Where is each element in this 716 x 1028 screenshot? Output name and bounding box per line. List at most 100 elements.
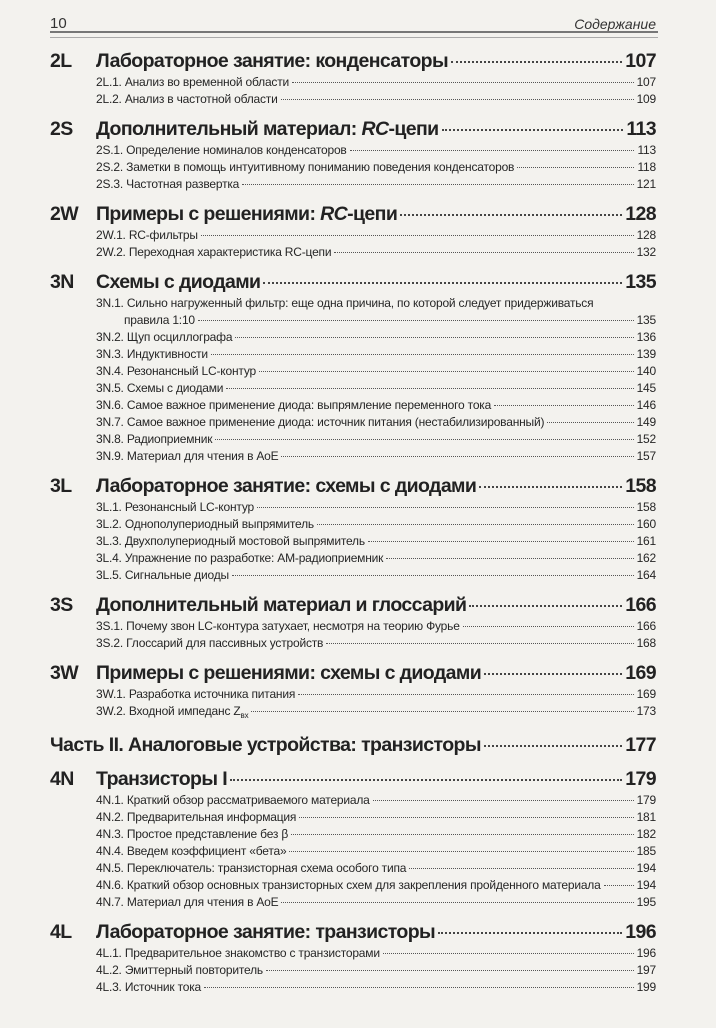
- entry-title: 4N.6. Краткий обзор основных транзисторн…: [96, 878, 601, 892]
- toc-entry[interactable]: 2S.3. Частотная развертка 121: [50, 176, 656, 193]
- entry-title: 4N.1. Краткий обзор рассматриваемого мат…: [96, 793, 370, 807]
- toc-entry[interactable]: 4N.4. Введем коэффициент «бета» 185: [50, 843, 656, 860]
- toc-entry[interactable]: 4N.2. Предварительная информация 181: [50, 809, 656, 826]
- entry-title: 4N.5. Переключатель: транзисторная схема…: [96, 861, 407, 875]
- entry-title: 2W.2. Переходная характеристика RC-цепи: [96, 245, 332, 259]
- chapter-heading[interactable]: 2L Лабораторное занятие: конденсаторы 107: [50, 49, 657, 74]
- dot-leader: [280, 99, 634, 100]
- chapter-code: 2S: [50, 118, 73, 140]
- toc-entry[interactable]: 2W.2. Переходная характеристика RC-цепи 1…: [50, 244, 656, 261]
- chapter-heading[interactable]: 2W Примеры с решениями: RC-цепи 128: [50, 202, 657, 227]
- dot-leader: [281, 902, 634, 903]
- toc-entry[interactable]: 3L.1. Резонансный LC-контур 158: [50, 499, 656, 516]
- page-number: 195: [636, 895, 657, 909]
- entry-continuation: правила 1:10 135: [96, 312, 656, 329]
- chapter-title: Лабораторное занятие: схемы с диодами: [96, 475, 477, 497]
- dot-leader: [517, 167, 635, 168]
- toc-section: 2S Дополнительный материал: RC-цепи 113 2S.…: [50, 117, 657, 193]
- toc-entry[interactable]: 3W.2. Входной импеданс Zвх 173: [50, 703, 656, 724]
- entry-title: 4N.3. Простое представление без β: [96, 827, 289, 841]
- chapter-title: Схемы с диодами: [96, 271, 261, 293]
- page-number: 179: [636, 793, 657, 807]
- toc-entry[interactable]: 4L.2. Эмиттерный повторитель 197: [50, 962, 656, 979]
- toc-entry[interactable]: 2S.1. Определение номиналов конденсаторо…: [50, 142, 656, 159]
- chapter-code: 3W: [50, 662, 79, 684]
- toc-entry[interactable]: 3N.1. Сильно нагруженный фильтр: еще одн…: [50, 295, 656, 329]
- page-number: 160: [636, 517, 657, 531]
- toc-entry[interactable]: 4N.3. Простое представление без β 182: [50, 826, 656, 843]
- dot-leader: [204, 987, 634, 988]
- chapter-title: Примеры с решениями: схемы с диодами: [96, 662, 482, 684]
- chapter-heading[interactable]: 3N Схемы с диодами 135: [50, 270, 657, 295]
- entry-title-wrap: 4N.1. Краткий обзор рассматриваемого мат…: [96, 792, 370, 809]
- page-number: 139: [636, 347, 657, 361]
- entry-subscript: вх: [240, 711, 249, 720]
- toc-entry[interactable]: 3S.2. Глоссарий для пассивных устройств 1…: [50, 635, 656, 652]
- entry-title-wrap: 2S.2. Заметки в помощь интуитивному пони…: [96, 159, 514, 176]
- toc-entry[interactable]: 3N.5. Схемы с диодами 145: [50, 380, 656, 397]
- entry-title-wrap: 3N.8. Радиоприемник: [96, 431, 212, 448]
- toc-entry[interactable]: 3N.4. Резонансный LC-контур 140: [50, 363, 656, 380]
- entry-title-wrap: 4N.6. Краткий обзор основных транзисторн…: [96, 877, 601, 894]
- toc-entry[interactable]: 4N.1. Краткий обзор рассматриваемого мат…: [50, 792, 656, 809]
- chapter-code: 4N: [50, 768, 74, 790]
- entry-title: 3N.4. Резонансный LC-контур: [96, 364, 256, 378]
- entry-title-wrap: 4N.4. Введем коэффициент «бета»: [96, 843, 287, 860]
- toc-entry[interactable]: 3N.7. Самое важное применение диода: ист…: [50, 414, 656, 431]
- page-number: 164: [636, 568, 657, 582]
- toc-entry[interactable]: 4N.7. Материал для чтения в AoE 195: [50, 894, 656, 911]
- page-number: 179: [625, 768, 656, 790]
- page-number: 166: [636, 619, 657, 633]
- toc-entry[interactable]: 3L.4. Упражнение по разработке: AM-радио…: [50, 550, 656, 567]
- toc-entry[interactable]: 3L.2. Однополупериодный выпрямитель 160: [50, 516, 656, 533]
- toc-entry[interactable]: 3W.1. Разработка источника питания 169: [50, 686, 656, 703]
- toc-entry[interactable]: 3N.8. Радиоприемник 152: [50, 431, 656, 448]
- toc-entry[interactable]: 4N.5. Переключатель: транзисторная схема…: [50, 860, 656, 877]
- dot-leader: [263, 282, 623, 284]
- entry-title-wrap: 4L.1. Предварительное знакомство с транз…: [96, 945, 380, 962]
- toc-entry[interactable]: 3N.6. Самое важное применение диода: вып…: [50, 397, 656, 414]
- entry-title-wrap: 2L.1. Анализ во временной области: [96, 74, 289, 91]
- chapter-heading[interactable]: 4L Лабораторное занятие: транзисторы 196: [50, 920, 657, 945]
- entry-title-wrap: 3W.2. Входной импеданс Zвх: [96, 703, 249, 724]
- toc-entry[interactable]: 4L.1. Предварительное знакомство с транз…: [50, 945, 656, 962]
- chapter-heading[interactable]: 3L Лабораторное занятие: схемы с диодами 1…: [50, 474, 657, 499]
- toc-entry[interactable]: 3L.5. Сигнальные диоды 164: [50, 567, 656, 584]
- entry-title: 4L.1. Предварительное знакомство с транз…: [96, 946, 380, 960]
- toc-entry[interactable]: 2L.2. Анализ в частотной области 109: [50, 91, 656, 108]
- entry-title: 3L.2. Однополупериодный выпрямитель: [96, 517, 314, 531]
- entry-title-wrap: 3N.9. Материал для чтения в AoE: [96, 448, 279, 465]
- toc-entry[interactable]: 3L.3. Двухполупериодный мостовой выпрями…: [50, 533, 656, 550]
- entry-title: 4N.4. Введем коэффициент «бета»: [96, 844, 287, 858]
- toc-entry[interactable]: 3N.3. Индуктивности 139: [50, 346, 656, 363]
- dot-leader: [441, 129, 624, 131]
- toc-entry[interactable]: 3S.1. Почему звон LC-контура затухает, н…: [50, 618, 656, 635]
- chapter-heading[interactable]: 4N Транзисторы I 179: [50, 767, 657, 792]
- entry-title: 4N.7. Материал для чтения в AoE: [96, 895, 279, 909]
- toc-entry[interactable]: 3N.2. Щуп осциллографа 136: [50, 329, 656, 346]
- entry-title-wrap: 3L.4. Упражнение по разработке: AM-радио…: [96, 550, 383, 567]
- chapter-heading[interactable]: 3S Дополнительный материал и глоссарий 166: [50, 593, 657, 618]
- entry-title-wrap: 4L.2. Эмиттерный повторитель: [96, 962, 263, 979]
- entry-title-wrap: 4L.3. Источник тока: [96, 979, 201, 996]
- chapter-heading[interactable]: 2S Дополнительный материал: RC-цепи 113: [50, 117, 657, 142]
- toc-entry[interactable]: 3N.9. Материал для чтения в AoE 157: [50, 448, 656, 465]
- dot-leader: [235, 337, 634, 338]
- part-heading[interactable]: Часть II. Аналоговые устройства: транзис…: [50, 733, 657, 758]
- page-number: 161: [636, 534, 657, 548]
- dot-leader: [291, 834, 634, 835]
- dot-leader: [603, 885, 634, 886]
- toc-entry[interactable]: 2L.1. Анализ во временной области 107: [50, 74, 656, 91]
- dot-leader: [226, 388, 634, 389]
- page-number: 166: [625, 594, 656, 616]
- toc-entry[interactable]: 4N.6. Краткий обзор основных транзисторн…: [50, 877, 656, 894]
- dot-leader: [386, 558, 634, 559]
- toc-entry[interactable]: 2S.2. Заметки в помощь интуитивному пони…: [50, 159, 656, 176]
- dot-leader: [367, 541, 634, 542]
- toc-entry[interactable]: 2W.1. RC-фильтры 128: [50, 227, 656, 244]
- entry-title-wrap: 4N.2. Предварительная информация: [96, 809, 296, 826]
- chapter-heading[interactable]: 3W Примеры с решениями: схемы с диодами 16…: [50, 661, 657, 686]
- chapter-code: 3L: [50, 475, 72, 497]
- entry-title: 3N.9. Материал для чтения в AoE: [96, 449, 279, 463]
- toc-entry[interactable]: 4L.3. Источник тока 199: [50, 979, 656, 996]
